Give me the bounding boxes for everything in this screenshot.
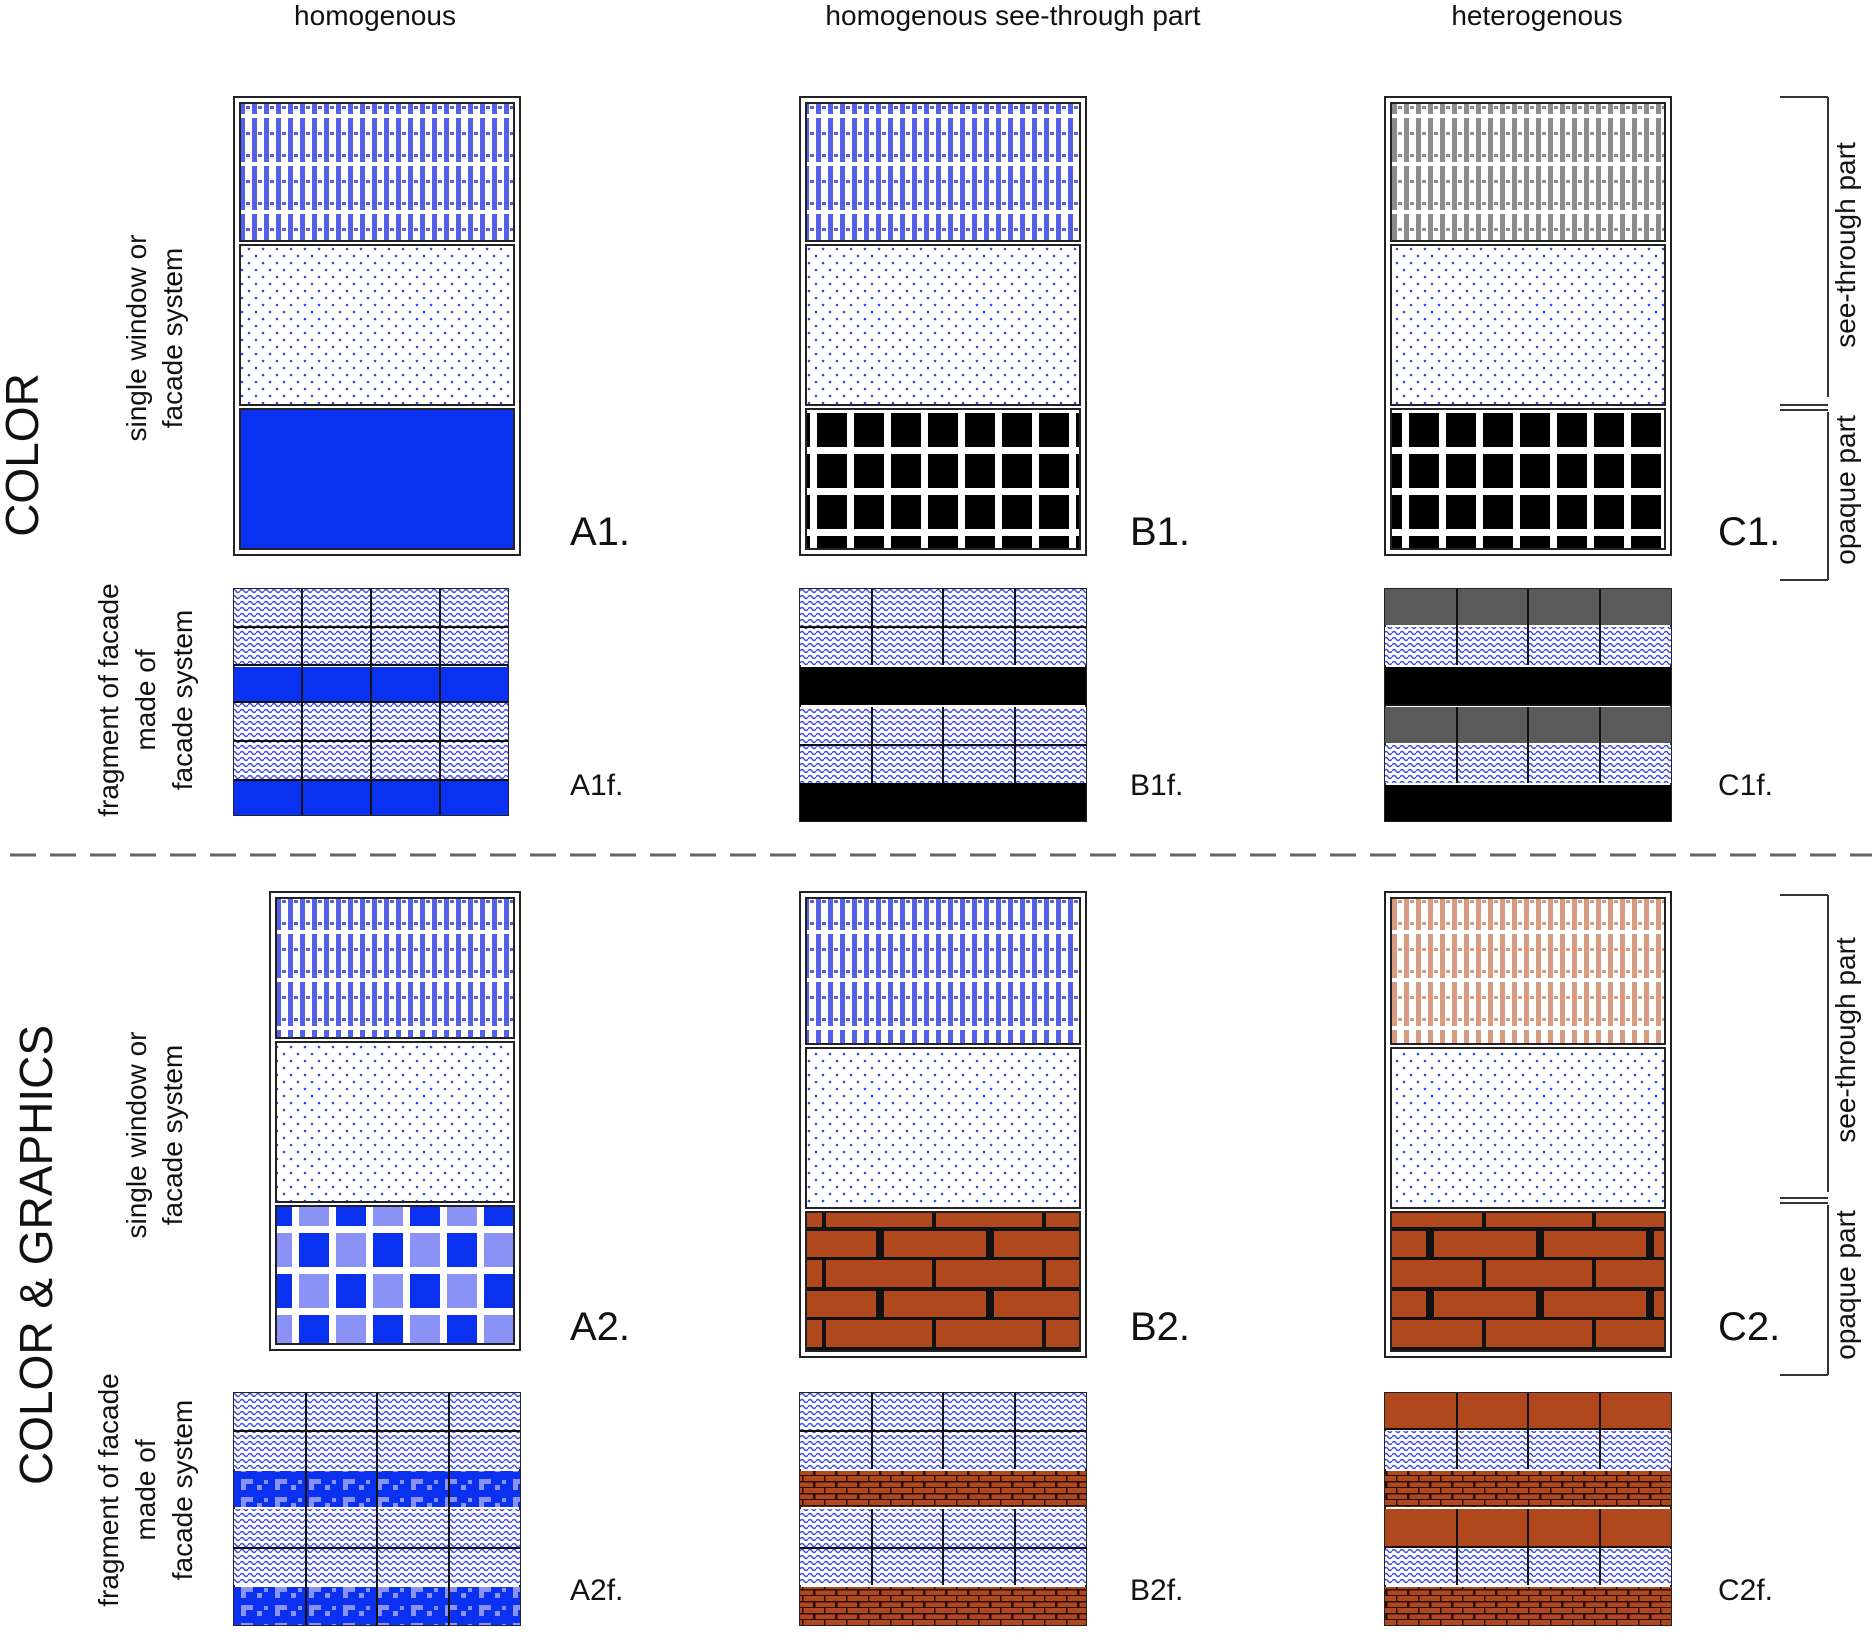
side-label-fragment-line1-bottom: fragment of facade (93, 1373, 124, 1606)
panel-B2 (799, 891, 1087, 1358)
side-label-window-line1: single window or (121, 235, 152, 442)
panel-C1 (1384, 96, 1672, 556)
fragment-A2f (233, 1392, 521, 1626)
panel-label-C1: C1. (1718, 510, 1780, 554)
panel-A1 (233, 96, 521, 556)
side-label-window-line1-bottom: single window or (121, 1032, 152, 1239)
bracket-top (1780, 96, 1829, 581)
bracket-label-opaque-top: opaque part (1830, 415, 1861, 565)
fragment-A1f (233, 588, 509, 816)
fragment-C2f (1384, 1392, 1672, 1626)
fragment-label-A2f: A2f. (570, 1574, 623, 1607)
bracket-bottom (1780, 894, 1829, 1376)
panel-B1 (799, 96, 1087, 556)
bracket-label-opaque-bottom: opaque part (1830, 1210, 1861, 1360)
fragment-label-C1f: C1f. (1718, 769, 1773, 802)
side-label-window-line2: facade system (157, 248, 188, 429)
fragment-label-B2f: B2f. (1130, 1574, 1183, 1607)
row-label-color-graphics: COLOR & GRAPHICS (10, 1025, 62, 1485)
fragment-C1f (1384, 588, 1672, 822)
column-heading-homogenous-see-through: homogenous see-through part (825, 0, 1200, 31)
column-heading-heterogenous: heterogenous (1451, 0, 1622, 31)
panel-label-C2: C2. (1718, 1305, 1780, 1349)
fragment-B2f (799, 1392, 1087, 1626)
fragment-label-B1f: B1f. (1130, 769, 1183, 802)
panel-A2 (269, 891, 521, 1351)
column-heading-homogenous: homogenous (294, 0, 456, 31)
panel-C2 (1384, 891, 1672, 1358)
fragment-label-A1f: A1f. (570, 769, 623, 802)
side-label-fragment-line3: facade system (167, 610, 198, 791)
panel-label-A1: A1. (570, 510, 630, 554)
row-label-color: COLOR (0, 373, 48, 537)
side-label-fragment-line2: made of (130, 649, 161, 750)
bracket-label-see-through-bottom: see-through part (1830, 937, 1861, 1143)
side-label-fragment-line1: fragment of facade (93, 583, 124, 816)
panel-label-B1: B1. (1130, 510, 1190, 554)
side-label-window-line2-bottom: facade system (157, 1045, 188, 1226)
bracket-label-see-through-top: see-through part (1830, 142, 1861, 348)
fragment-B1f (799, 588, 1087, 822)
side-label-fragment-line3-bottom: facade system (167, 1400, 198, 1581)
panel-label-B2: B2. (1130, 1305, 1190, 1349)
side-label-fragment-line2-bottom: made of (130, 1439, 161, 1540)
fragment-label-C2f: C2f. (1718, 1574, 1773, 1607)
panel-label-A2: A2. (570, 1305, 630, 1349)
